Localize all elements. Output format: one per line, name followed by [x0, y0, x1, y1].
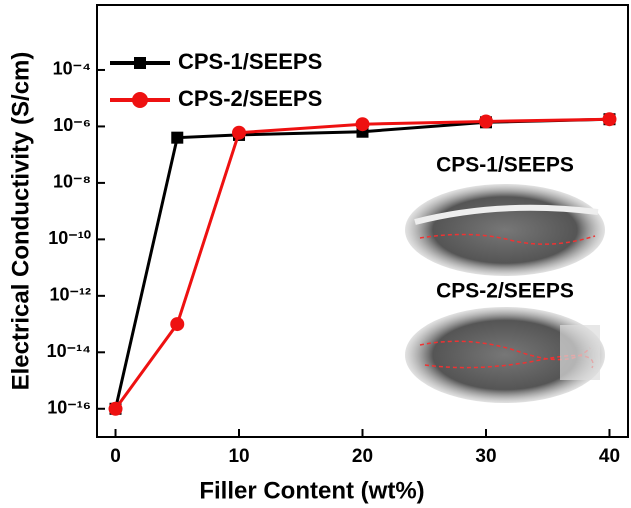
marker: [478, 114, 493, 129]
marker: [232, 125, 247, 140]
marker: [170, 317, 185, 332]
legend-label: CPS-1/SEEPS: [178, 49, 322, 74]
y-tick-label: 10⁻¹⁰: [48, 228, 91, 248]
x-axis-label: Filler Content (wt%): [199, 477, 424, 504]
sem-detail: [560, 325, 600, 380]
x-tick-label: 30: [475, 446, 496, 467]
legend-marker: [134, 57, 146, 69]
legend-label: CPS-2/SEEPS: [178, 86, 322, 111]
marker: [602, 112, 617, 127]
sem-detail: [414, 204, 599, 225]
x-tick-label: 20: [352, 446, 373, 467]
marker: [356, 125, 369, 138]
x-tick-label: 0: [110, 446, 121, 467]
sem-detail: [419, 233, 596, 245]
y-tick-label: 10⁻⁴: [53, 59, 91, 79]
x-tick-label: 40: [599, 446, 620, 467]
series-line: [114, 117, 610, 410]
y-tick-label: 10⁻¹⁴: [47, 341, 91, 361]
marker: [355, 117, 370, 132]
marker: [171, 131, 184, 144]
marker: [108, 401, 123, 416]
y-tick-label: 10⁻¹²: [49, 285, 91, 305]
y-axis-label: Electrical Conductivity (S/cm): [7, 52, 34, 391]
y-tick-label: 10⁻⁶: [53, 115, 91, 135]
y-tick-label: 10⁻¹⁶: [47, 398, 91, 418]
sem-image: [405, 307, 605, 403]
annotation: CPS-1/SEEPS: [436, 154, 574, 177]
y-tick-label: 10⁻⁸: [53, 172, 91, 192]
x-tick-label: 10: [228, 446, 249, 467]
legend-marker: [132, 92, 148, 108]
sem-image: [405, 184, 605, 276]
annotation: CPS-2/SEEPS: [436, 280, 574, 303]
